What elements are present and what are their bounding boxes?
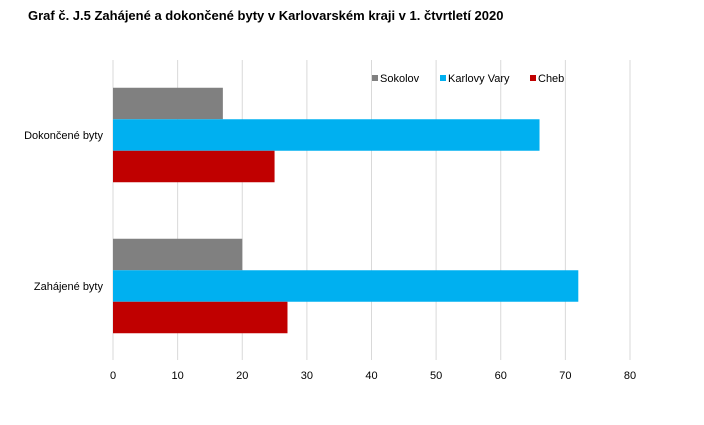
category-label: Zahájené byty [34,281,104,293]
x-tick-label: 20 [236,370,248,382]
legend-swatch [440,75,446,81]
bar-cheb [113,150,275,183]
x-tick-label: 80 [624,370,636,382]
chart-title: Graf č. J.5 Zahájené a dokončené byty v … [28,8,504,23]
x-tick-label: 10 [172,370,184,382]
x-tick-label: 60 [495,370,507,382]
x-tick-label: 0 [110,370,116,382]
legend-swatch [530,75,536,81]
category-label: Dokončené byty [24,130,103,142]
legend-label: Sokolov [380,73,420,85]
x-tick-label: 40 [365,370,377,382]
bar-karlovy-vary [113,270,579,302]
x-tick-label: 50 [430,370,442,382]
x-tick-label: 70 [559,370,571,382]
bar-cheb [113,301,288,334]
bar-sokolov [113,87,223,120]
x-tick-label: 30 [301,370,313,382]
bar-sokolov [113,238,243,271]
bar-karlovy-vary [113,119,540,151]
legend-label: Karlovy Vary [448,73,510,85]
legend-label: Cheb [538,73,564,85]
legend-swatch [372,75,378,81]
